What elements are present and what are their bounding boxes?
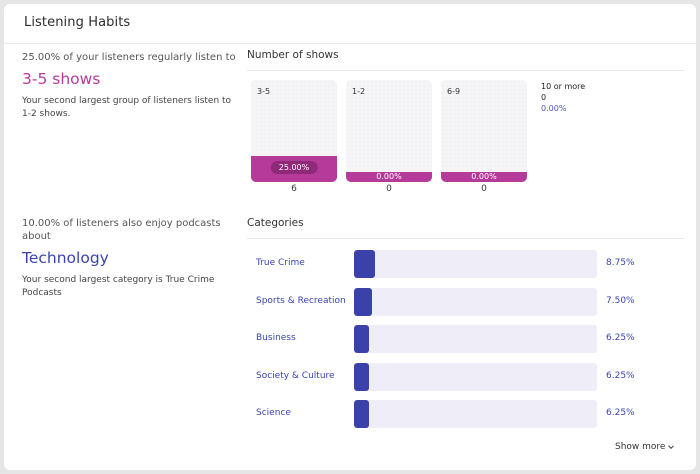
category-bar-fill (354, 325, 369, 353)
categories-summary-highlight: Technology (22, 249, 109, 267)
card-title: Listening Habits (24, 15, 131, 30)
category-percent: 6.25% (606, 371, 635, 381)
show-bucket-count: 0 (481, 184, 487, 194)
show-bucket-percent: 25.00% (270, 161, 318, 174)
category-link[interactable]: Society & Culture (256, 371, 335, 381)
show-bucket-extra: 10 or more 0 0.00% (541, 81, 585, 114)
shows-summary-sub: Your second largest group of listeners l… (22, 96, 232, 119)
show-bucket-fill: 0.00% (346, 172, 432, 182)
categories-title: Categories (247, 217, 304, 229)
categories-summary-sub: Your second largest category is True Cri… (22, 275, 215, 298)
category-bar-fill (354, 250, 375, 278)
category-percent: 6.25% (606, 408, 635, 418)
show-bucket-percent: 0.00% (376, 172, 402, 181)
category-row: True Crime 8.75% (247, 250, 684, 278)
categories-divider (247, 238, 684, 239)
category-link[interactable]: True Crime (256, 258, 305, 268)
category-bar-fill (354, 363, 369, 391)
show-bucket-count: 6 (291, 184, 297, 194)
show-bucket-label: 1-2 (352, 87, 366, 96)
category-link[interactable]: Science (256, 408, 291, 418)
show-bucket-count: 0 (386, 184, 392, 194)
number-of-shows-divider (247, 70, 684, 71)
category-bar-track (354, 400, 597, 428)
category-row: Society & Culture 6.25% (247, 363, 684, 391)
category-row: Business 6.25% (247, 325, 684, 353)
category-bar-track (354, 363, 597, 391)
number-of-shows-title: Number of shows (247, 49, 339, 61)
show-bucket-extra-count: 0 (541, 93, 547, 102)
show-more-label: Show more (615, 442, 666, 452)
category-bar-fill (354, 288, 372, 316)
category-percent: 8.75% (606, 258, 635, 268)
category-percent: 7.50% (606, 296, 635, 306)
categories-summary: 10.00% of listeners also enjoy podcasts … (22, 217, 237, 300)
show-bucket-extra-label: 10 or more (541, 82, 586, 91)
category-bar-track (354, 250, 597, 278)
category-percent: 6.25% (606, 333, 635, 343)
category-link[interactable]: Business (256, 333, 296, 343)
show-more-button[interactable]: Show more (615, 442, 675, 452)
card-header: Listening Habits (4, 4, 696, 44)
category-row: Science 6.25% (247, 400, 684, 428)
category-bar-track (354, 325, 597, 353)
category-row: Sports & Recreation 7.50% (247, 288, 684, 316)
show-bucket-percent: 0.00% (471, 172, 497, 181)
listening-habits-card: Listening Habits 25.00% of your listener… (4, 4, 696, 470)
categories-summary-lead: 10.00% of listeners also enjoy podcasts … (22, 218, 221, 242)
show-bucket-label: 3-5 (257, 87, 271, 96)
shows-summary-lead: 25.00% of your listeners regularly liste… (22, 52, 236, 63)
shows-summary: 25.00% of your listeners regularly liste… (22, 51, 237, 121)
show-bucket-fill: 25.00% (251, 156, 337, 182)
show-bucket-card: 1-2 0.00% (346, 80, 432, 182)
show-bucket-card: 3-5 25.00% (251, 80, 337, 182)
show-bucket-label: 6-9 (447, 87, 461, 96)
category-link[interactable]: Sports & Recreation (256, 296, 346, 306)
category-bar-track (354, 288, 597, 316)
shows-summary-highlight: 3-5 shows (22, 70, 101, 88)
chevron-down-icon (668, 445, 675, 450)
category-bar-fill (354, 400, 369, 428)
show-bucket-fill: 0.00% (441, 172, 527, 182)
show-bucket-card: 6-9 0.00% (441, 80, 527, 182)
show-bucket-extra-percent: 0.00% (541, 104, 567, 113)
